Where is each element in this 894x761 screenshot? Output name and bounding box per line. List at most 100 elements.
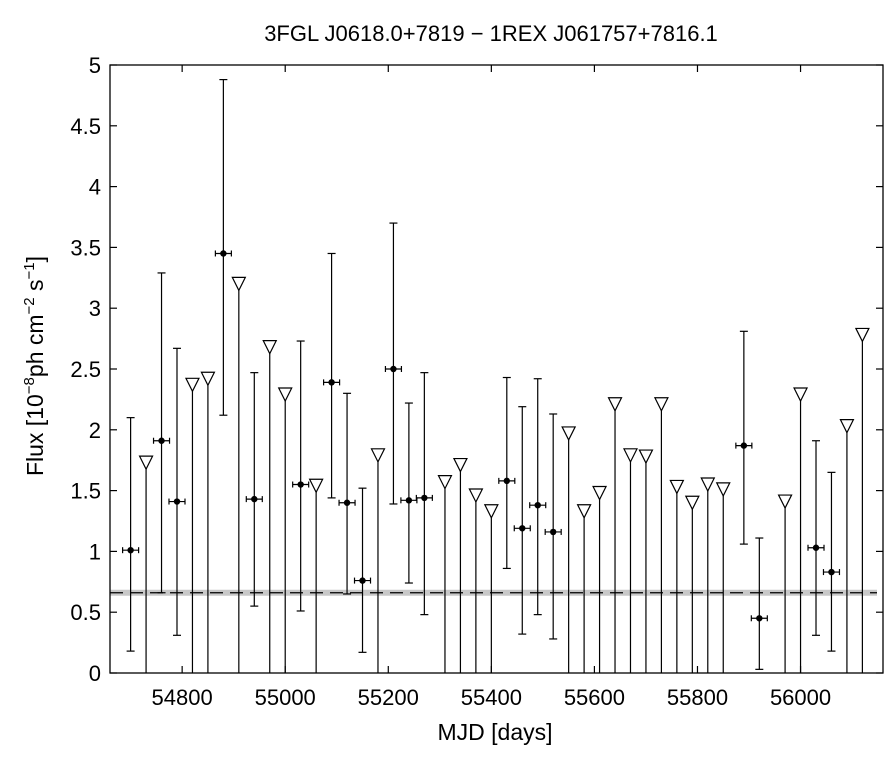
upper-limit	[777, 494, 793, 673]
detection-point	[122, 417, 140, 652]
y-tick-label: 2	[89, 418, 101, 443]
detection-point	[214, 78, 232, 416]
upper-limit-triangle	[200, 371, 216, 387]
x-tick-label: 55000	[255, 685, 316, 710]
detection-marker	[740, 442, 748, 449]
x-tick-label: 55400	[461, 685, 522, 710]
detection-marker	[421, 494, 428, 502]
upper-limit-triangle	[452, 457, 468, 473]
upper-limit-triangle	[561, 426, 577, 442]
upper-limit-triangle	[607, 397, 623, 413]
detection-marker	[359, 577, 366, 584]
chart-title: 3FGL J0618.0+7819 − 1REX J061757+7816.1	[264, 21, 718, 46]
axes: 54800 55000 55200 55400 55600 55800 56000 0 0.5 1…	[70, 53, 884, 710]
upper-limit-triangle	[854, 327, 870, 343]
upper-limit-triangle	[468, 488, 484, 504]
upper-limit	[715, 482, 731, 673]
detection-marker	[828, 568, 835, 576]
detection-point	[292, 340, 310, 612]
upper-limit-triangle	[437, 474, 453, 490]
detection-point	[750, 537, 768, 670]
detection-marker	[251, 495, 258, 503]
detection-point	[529, 378, 547, 616]
upper-limit	[231, 276, 247, 673]
detection-point	[152, 272, 171, 594]
detection-point	[245, 372, 263, 607]
y-axis-label: Flux [10−8ph cm−2 s−1]	[21, 256, 48, 476]
x-tick-label: 56000	[770, 685, 831, 710]
detection-point	[384, 222, 403, 505]
x-tick-label: 55200	[358, 685, 419, 710]
upper-limit	[370, 448, 386, 673]
upper-limit	[607, 397, 623, 673]
upper-limit-triangle	[623, 448, 638, 464]
upper-limit-triangle	[231, 276, 247, 292]
detection-marker	[343, 499, 351, 506]
upper-limit	[700, 477, 716, 673]
detection-point	[735, 330, 753, 545]
upper-limit	[854, 327, 870, 673]
upper-limit-triangle	[684, 495, 700, 511]
detection-marker	[405, 497, 413, 504]
y-tick-label: 3	[89, 296, 101, 321]
upper-limit	[684, 495, 700, 673]
detection-point	[415, 372, 433, 616]
upper-limit-triangle	[592, 485, 608, 501]
detection-point	[338, 392, 356, 595]
upper-limit-triangle	[793, 387, 809, 403]
upper-limit	[184, 377, 200, 673]
y-tick-label: 0.5	[70, 600, 101, 625]
plot-frame	[109, 64, 884, 674]
upper-limit	[138, 455, 154, 673]
detection-point	[322, 252, 341, 499]
detection-point	[513, 406, 531, 635]
upper-limit-triangle	[653, 397, 669, 413]
upper-limit-triangle	[715, 482, 731, 498]
upper-limit-triangle	[138, 455, 154, 471]
upper-limit-triangle	[777, 494, 793, 510]
detection-marker	[390, 365, 397, 373]
upper-limit	[437, 474, 453, 673]
detection-marker	[503, 477, 511, 485]
upper-limit-triangle	[700, 477, 716, 493]
detection-marker	[220, 250, 227, 257]
detection-marker	[328, 379, 335, 386]
x-tick-label: 55800	[667, 685, 728, 710]
detection-point	[400, 402, 418, 584]
detection-marker	[158, 437, 165, 444]
upper-limit	[623, 448, 638, 673]
upper-limit-triangle	[262, 340, 278, 355]
detection-point	[498, 376, 516, 570]
upper-limit	[576, 504, 592, 673]
detection-marker	[812, 544, 820, 551]
upper-limit	[483, 504, 499, 673]
detection-point	[822, 471, 841, 652]
data-marks	[122, 78, 870, 673]
detection-marker	[549, 528, 557, 536]
upper-limit	[839, 419, 855, 673]
detection-point	[544, 413, 562, 640]
y-tick-label: 3.5	[70, 235, 101, 260]
upper-limit-triangle	[277, 387, 293, 403]
upper-limit	[452, 457, 468, 673]
upper-limit	[592, 485, 608, 673]
upper-limit	[793, 387, 809, 673]
y-tick-label: 4	[89, 175, 101, 200]
detection-point	[168, 347, 186, 636]
detection-marker	[519, 525, 526, 532]
detection-marker	[756, 615, 763, 622]
upper-limit	[262, 340, 278, 673]
upper-limit-triangle	[839, 419, 855, 434]
y-tick-label: 0	[89, 661, 101, 686]
x-tick-label: 55600	[564, 685, 625, 710]
y-tick-label: 4.5	[70, 114, 101, 139]
upper-limit-triangle	[308, 478, 324, 494]
upper-limit	[638, 449, 654, 673]
upper-limit	[277, 387, 293, 673]
upper-limit	[468, 488, 484, 673]
upper-limit	[561, 426, 577, 673]
upper-limit-triangle	[370, 448, 386, 464]
upper-limit-triangle	[638, 449, 654, 465]
upper-limit-triangle	[576, 504, 592, 520]
